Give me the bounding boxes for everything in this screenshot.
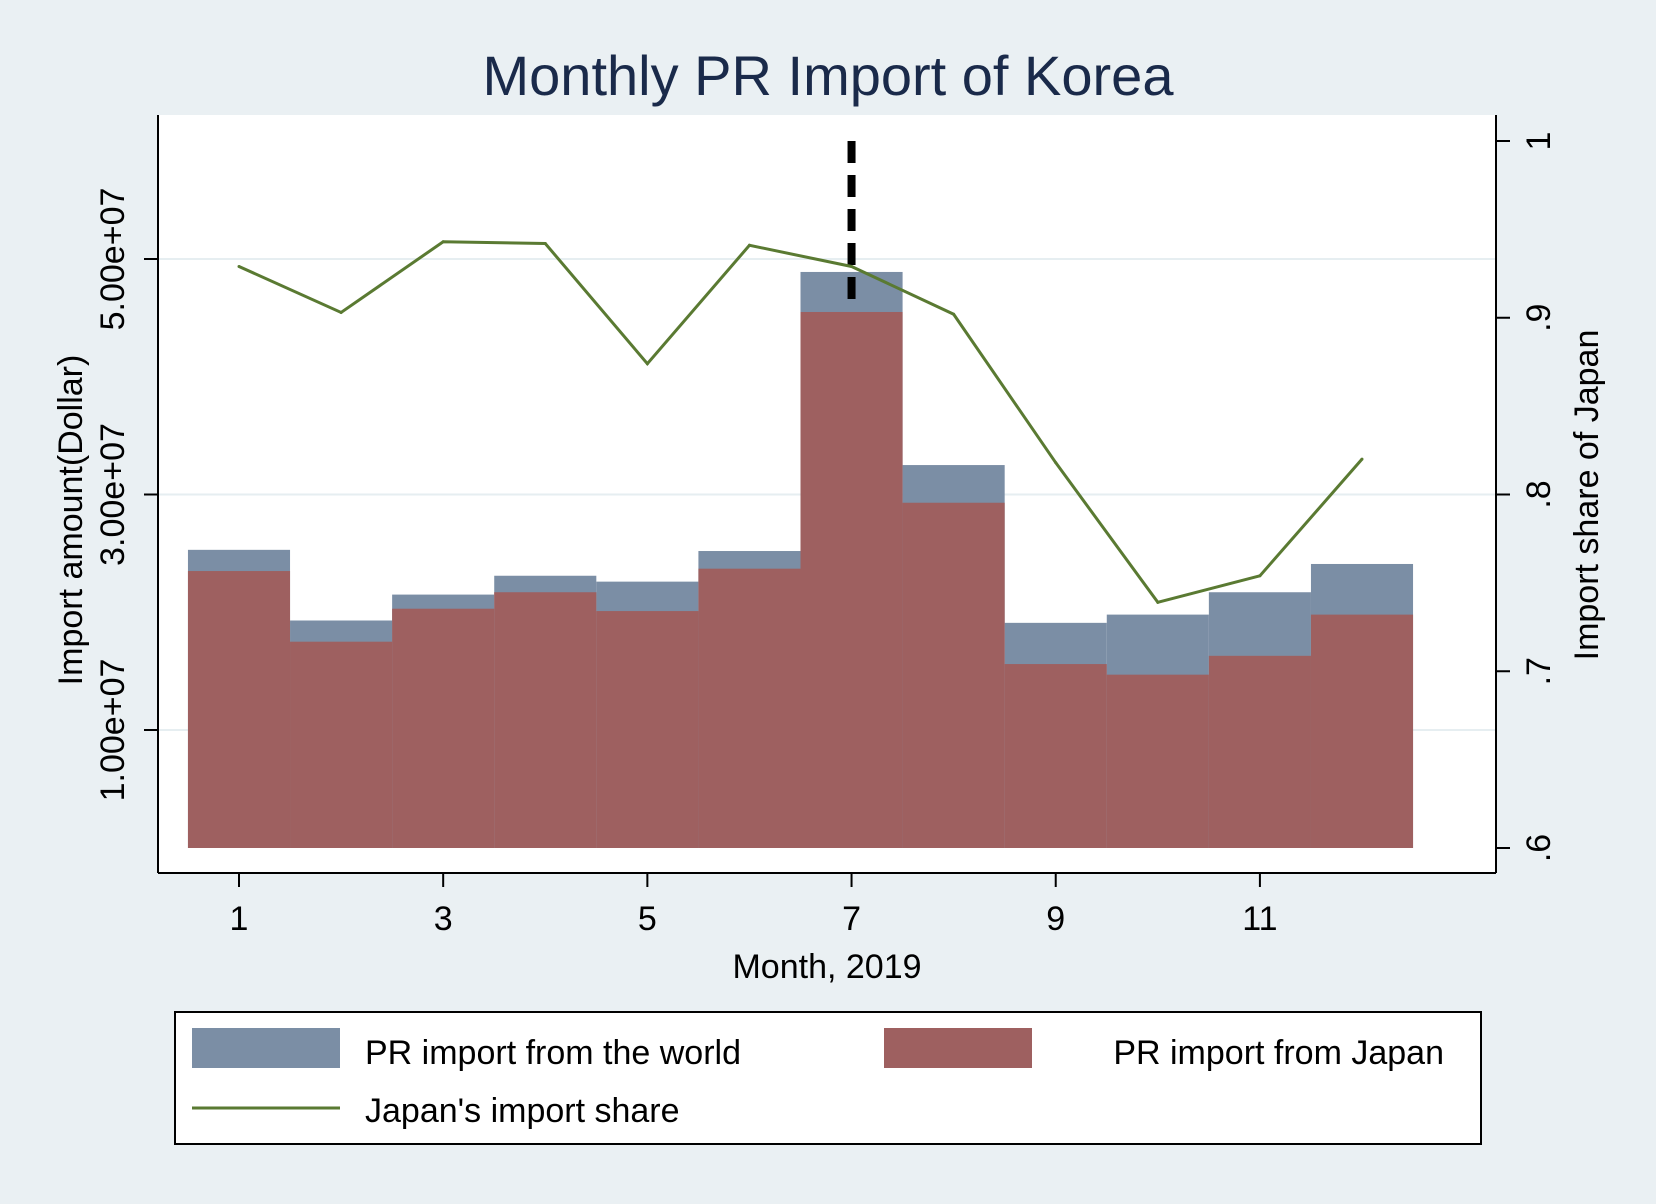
point-share-month-12 <box>1361 458 1364 461</box>
point-share-month-6 <box>748 244 751 247</box>
point-share-month-2 <box>340 311 343 314</box>
point-share-month-4 <box>544 242 547 245</box>
legend-swatch-world <box>192 1028 340 1068</box>
legend: PR import from the world PR import from … <box>175 1012 1481 1144</box>
legend-label-world: PR import from the world <box>365 1034 741 1072</box>
x-axis-label: Month, 2019 <box>732 948 921 986</box>
x-tick-label-11: 11 <box>1242 900 1277 938</box>
y-right-tick-label-0: .6 <box>1520 834 1558 862</box>
point-share-month-10 <box>1156 601 1159 604</box>
y-axis-right-label: Import share of Japan <box>1568 330 1606 661</box>
bar-japan-month-9 <box>1005 664 1107 848</box>
y-axis-left-label: Import amount(Dollar) <box>52 355 90 686</box>
point-share-month-1 <box>238 265 241 268</box>
x-tick-label-9: 9 <box>1046 900 1065 938</box>
legend-label-japan: PR import from Japan <box>1113 1034 1444 1072</box>
bar-japan-month-12 <box>1311 615 1413 848</box>
bar-japan-month-10 <box>1107 675 1209 848</box>
x-tick-label-1: 1 <box>230 900 249 938</box>
bar-japan-month-4 <box>494 592 596 848</box>
x-tick-label-3: 3 <box>434 900 453 938</box>
legend-label-share: Japan's import share <box>365 1092 680 1130</box>
bar-japan-month-8 <box>903 503 1005 848</box>
y-right-tick-label-1: .7 <box>1520 657 1558 685</box>
bar-japan-month-7 <box>801 312 903 848</box>
y-right-tick-label-4: 1 <box>1520 132 1558 151</box>
point-share-month-3 <box>442 240 445 243</box>
y-left-tick-label-0: 1.00e+07 <box>94 659 132 802</box>
x-tick-label-5: 5 <box>638 900 657 938</box>
y-right-tick-label-3: .9 <box>1520 304 1558 332</box>
point-share-month-11 <box>1258 574 1261 577</box>
bar-japan-month-6 <box>698 569 800 848</box>
y-right-tick-label-2: .8 <box>1520 480 1558 508</box>
bar-japan-month-2 <box>290 642 392 848</box>
point-share-month-7 <box>850 265 853 268</box>
bar-japan-month-11 <box>1209 656 1311 848</box>
bar-japan-month-5 <box>596 611 698 848</box>
point-share-month-9 <box>1054 461 1057 464</box>
chart-title: Monthly PR Import of Korea <box>483 44 1175 107</box>
point-share-month-5 <box>646 362 649 365</box>
legend-swatch-japan <box>884 1028 1032 1068</box>
x-tick-label-7: 7 <box>842 900 861 938</box>
point-share-month-8 <box>952 313 955 316</box>
bar-japan-month-1 <box>188 571 290 848</box>
bar-japan-month-3 <box>392 609 494 848</box>
y-left-tick-label-1: 3.00e+07 <box>94 423 132 566</box>
y-left-tick-label-2: 5.00e+07 <box>94 188 132 331</box>
